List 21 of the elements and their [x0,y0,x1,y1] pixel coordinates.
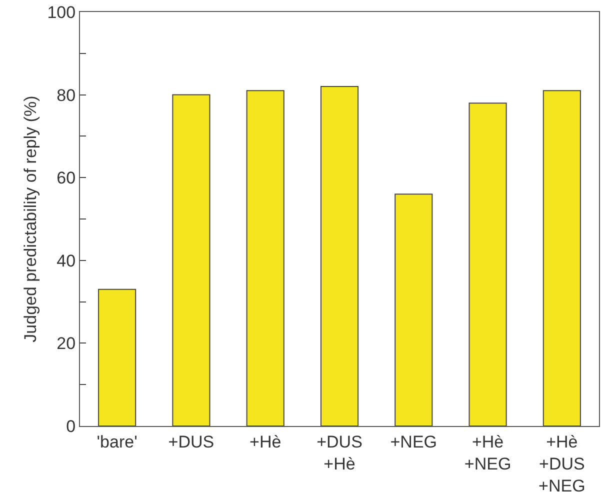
y-tick-label: 80 [56,86,76,105]
x-tick-label: +NEG [390,432,438,452]
y-tick-label: 40 [56,251,76,270]
x-tick-label: +DUS [168,432,214,452]
x-tick-label: +Hè [250,432,282,452]
y-tick-label: 20 [56,334,76,354]
y-axis-title: Judged predictability of reply (%) [21,96,40,342]
bar [394,194,433,426]
y-tick-label: 100 [47,2,76,22]
bar [468,102,507,426]
bar [320,86,359,426]
bar [98,288,136,426]
bar [172,94,210,426]
x-tick-label: 'bare' [96,432,138,452]
bar [246,90,284,426]
x-tick-label: +Hè +NEG [464,432,512,474]
bar [542,90,581,426]
x-tick-label: +DUS +Hè [316,432,362,474]
x-tick-label: +Hè +DUS +NEG [538,432,586,496]
y-tick-label: 0 [66,416,76,436]
y-tick-label: 60 [56,168,76,188]
